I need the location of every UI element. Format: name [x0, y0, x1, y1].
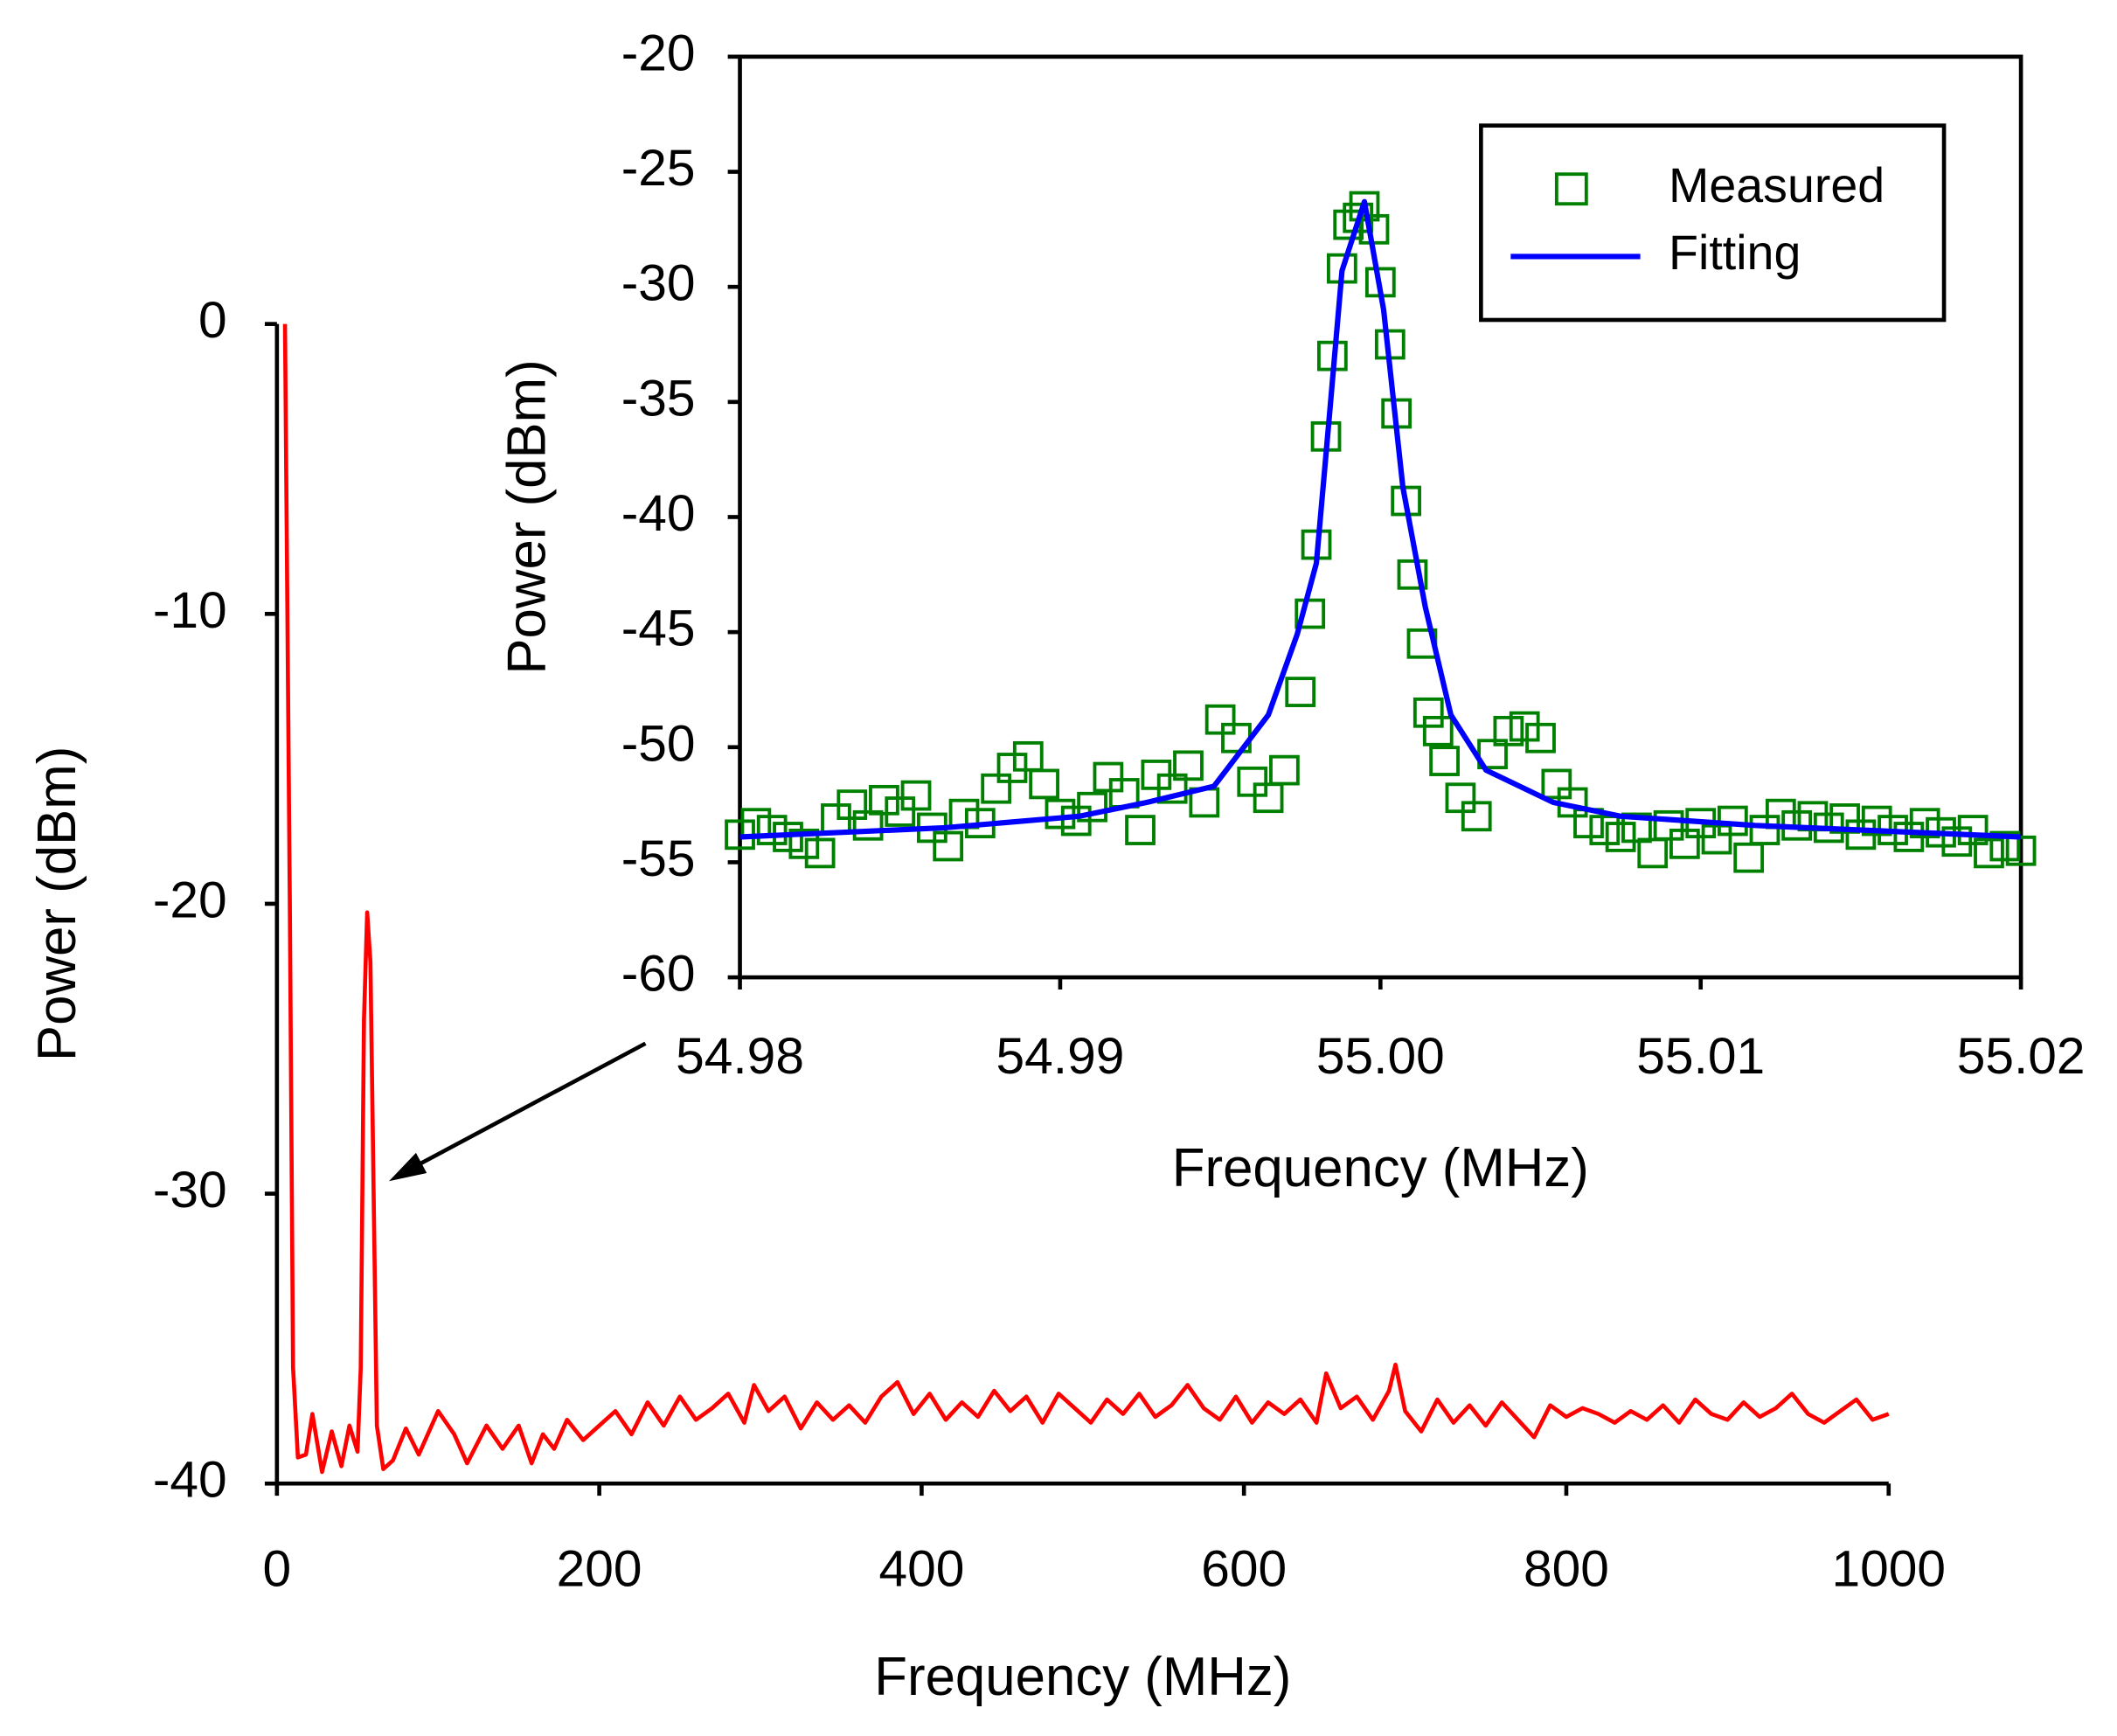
measured-marker: [1294, 598, 1326, 629]
measured-marker: [1493, 715, 1524, 746]
measured-marker: [981, 773, 1012, 804]
y-tick-label: -50: [621, 715, 696, 772]
measured-marker: [1749, 815, 1780, 845]
measured-marker: [1029, 768, 1059, 800]
measured-marker: [1045, 798, 1076, 830]
legend-label: Fitting: [1669, 226, 1801, 280]
measured-marker: [1525, 722, 1556, 753]
x-axis-label: Frequency (MHz): [1172, 1138, 1589, 1198]
measured-marker: [1237, 766, 1268, 797]
measured-marker: [2005, 835, 2037, 866]
y-tick-label: -35: [621, 370, 696, 427]
x-tick-label: 200: [557, 1541, 642, 1598]
measured-marker: [1653, 809, 1684, 841]
y-tick-label: -25: [621, 140, 696, 197]
x-tick-label: 55.01: [1636, 1028, 1765, 1085]
x-tick-label: 0: [263, 1541, 292, 1598]
measured-marker: [1733, 842, 1765, 873]
x-tick-label: 600: [1201, 1541, 1287, 1598]
y-tick-label: -40: [153, 1452, 227, 1509]
measured-marker: [1173, 750, 1204, 781]
measured-marker: [804, 837, 836, 869]
measured-marker: [756, 815, 788, 845]
measured-marker: [1909, 808, 1940, 839]
measured-marker: [1701, 823, 1732, 855]
measured-marker: [1156, 773, 1188, 804]
arrow-head: [389, 1152, 427, 1182]
y-tick-label: -30: [621, 255, 696, 312]
measured-marker: [1349, 191, 1380, 222]
main-chart: 0 -10 -20 -30 -40 0 200 400 600 800 1000 Frequency …: [27, 292, 1946, 1707]
measured-marker: [1829, 803, 1860, 834]
annotation-arrow: [389, 1041, 647, 1182]
measured-marker: [1461, 801, 1492, 832]
x-tick-label: 55.02: [1957, 1028, 2086, 1085]
measured-marker: [1397, 559, 1428, 590]
measured-marker: [1269, 754, 1300, 786]
measured-marker: [1621, 812, 1652, 844]
measured-marker: [1093, 761, 1124, 793]
y-tick-label: 0: [198, 292, 227, 349]
y-axis-label: Power (dBm): [496, 359, 557, 674]
measured-marker: [1253, 782, 1284, 814]
measured-marker: [1012, 740, 1044, 772]
x-tick-label: 400: [878, 1541, 964, 1598]
measured-marker: [1422, 715, 1454, 746]
measured-marker: [933, 830, 964, 862]
measured-marker: [1957, 815, 1989, 845]
measured-marker: [885, 796, 916, 827]
measured-marker: [1669, 828, 1700, 859]
measured-marker: [1285, 677, 1316, 707]
measured-marker: [869, 784, 899, 816]
measured-marker: [836, 789, 868, 820]
y-tick-label: -40: [621, 485, 696, 542]
y-tick-label: -55: [621, 830, 696, 887]
measured-marker: [1445, 782, 1476, 814]
measured-marker: [1509, 711, 1540, 742]
y-tick-label: -30: [153, 1162, 227, 1219]
data-line: [282, 323, 1890, 1475]
measured-marker: [1637, 837, 1669, 869]
measured-marker: [1077, 791, 1107, 823]
measured-marker: [788, 828, 820, 859]
measured-marker: [1204, 704, 1236, 735]
y-tick-label: -60: [621, 946, 696, 1003]
arrow-line: [404, 1041, 647, 1174]
measured-marker: [1941, 826, 1973, 858]
x-axis-label: Frequency (MHz): [874, 1647, 1291, 1707]
measured-marker: [900, 780, 932, 811]
x-tick-label: 54.99: [996, 1028, 1125, 1085]
x-tick-label: 54.98: [676, 1028, 804, 1085]
measured-marker: [1429, 746, 1460, 776]
legend-label: Measured: [1669, 158, 1884, 212]
data-line: [739, 198, 2022, 840]
x-tick-label: 55.00: [1316, 1028, 1445, 1085]
measured-marker: [852, 809, 884, 841]
measured-marker: [1605, 822, 1636, 852]
x-tick-label: 1000: [1831, 1541, 1946, 1598]
measured-marker: [1989, 830, 2021, 862]
y-tick-label: -20: [153, 871, 227, 928]
y-axis-label: Power (dBm): [27, 746, 87, 1061]
measured-marker: [1541, 768, 1572, 800]
measured-marker: [1861, 805, 1892, 837]
measured-marker: [1412, 697, 1444, 728]
y-tick-label: -10: [153, 582, 227, 639]
measured-marker: [1974, 837, 2004, 869]
y-tick-label: -45: [621, 601, 696, 657]
measured-marker: [1589, 815, 1621, 845]
measured-marker: [1343, 202, 1374, 233]
measured-marker: [996, 753, 1028, 783]
inset-chart: -20 -25 -30 -35 -40 -45 -50 -55 -60 54.98 54.99 55.…: [496, 24, 2085, 1198]
legend-box: [1479, 123, 1947, 323]
measured-marker: [1125, 815, 1156, 845]
x-tick-label: 800: [1524, 1541, 1609, 1598]
legend-marker: [1554, 172, 1588, 206]
y-tick-label: -20: [621, 24, 696, 81]
